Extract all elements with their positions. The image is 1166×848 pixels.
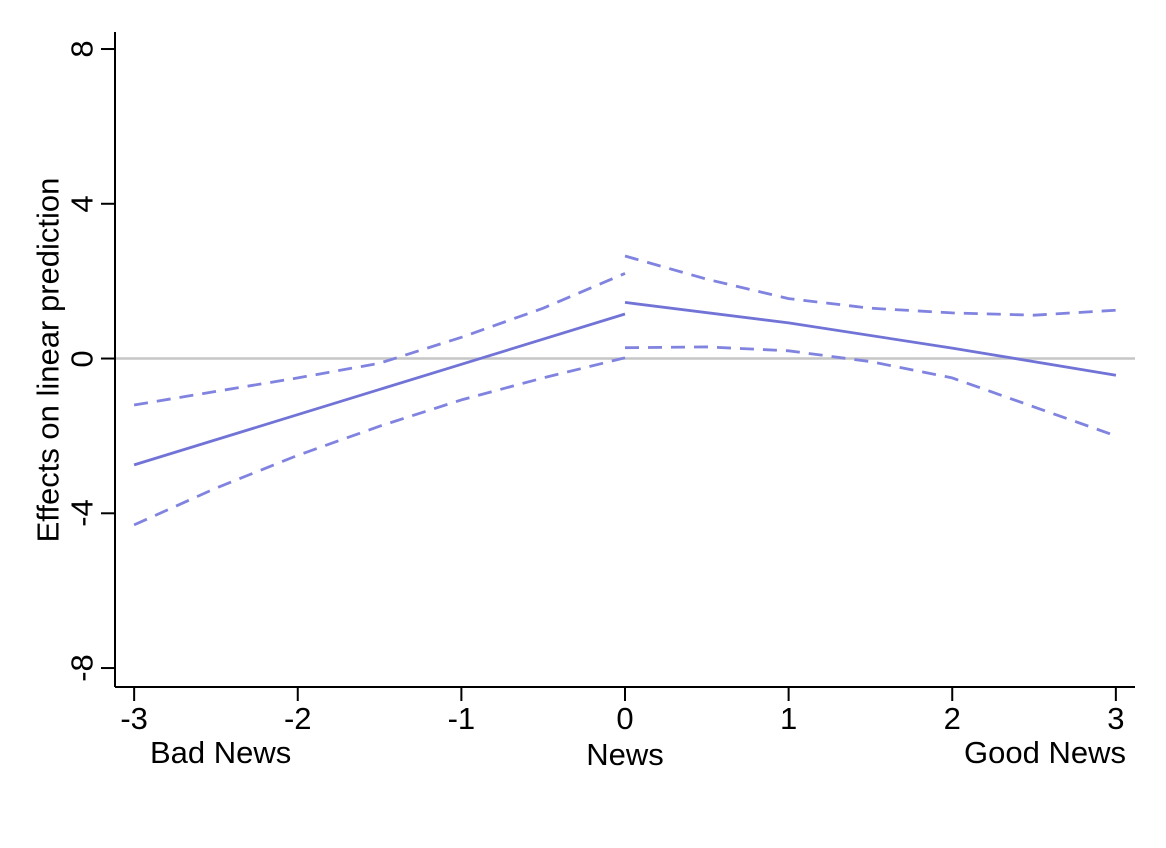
y-tick-label: -8 [64,654,100,682]
x-tick-label: 2 [943,701,961,736]
x-tick-label: -1 [447,701,476,736]
x-tick-label: -3 [120,701,148,736]
y-tick-label: 8 [64,40,100,58]
ci-lower-left-line [133,356,626,527]
x-axis-title: News [586,737,664,772]
ci-upper-right-line [624,254,1116,317]
x-tick-label: 0 [616,701,634,736]
x-axis-annotation-good-news: Good News [964,735,1126,770]
x-axis-annotation-bad-news: Bad News [150,735,292,770]
x-tick-label: 1 [779,701,798,736]
y-tick-label: 0 [64,349,100,368]
y-tick-label: -4 [64,499,100,528]
ci-upper-left-line [133,272,626,407]
y-axis-title: Effects on linear prediction [30,177,66,543]
y-tick-label: 4 [64,195,100,213]
prediction-right-line [624,301,1117,377]
ci-lower-right-line [624,345,1117,438]
prediction-left-line [133,312,626,467]
x-tick-label: -2 [283,701,312,736]
x-tick-label: 3 [1107,701,1125,736]
